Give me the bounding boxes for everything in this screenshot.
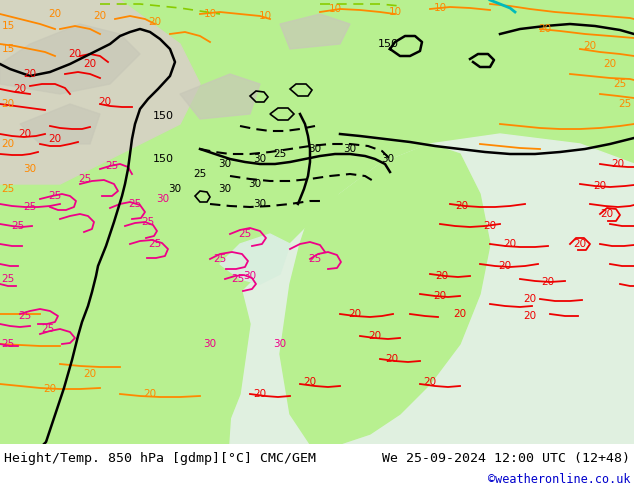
Text: 20: 20 — [48, 9, 61, 19]
Text: 20: 20 — [18, 129, 32, 139]
Text: 25: 25 — [1, 184, 15, 194]
Text: 20: 20 — [23, 69, 37, 79]
Text: 20: 20 — [600, 209, 614, 219]
Text: 20: 20 — [68, 49, 82, 59]
Text: Height/Temp. 850 hPa [gdmp][°C] CMC/GEM: Height/Temp. 850 hPa [gdmp][°C] CMC/GEM — [4, 452, 316, 465]
Text: 20: 20 — [1, 139, 15, 149]
Text: 25: 25 — [214, 254, 226, 264]
Text: 20: 20 — [573, 239, 586, 249]
Text: 20: 20 — [44, 384, 56, 394]
Polygon shape — [0, 0, 200, 184]
Text: 20: 20 — [498, 261, 512, 271]
Text: 30: 30 — [219, 159, 231, 169]
Text: 30: 30 — [254, 154, 266, 164]
Polygon shape — [140, 264, 250, 444]
Text: 30: 30 — [23, 164, 37, 174]
Text: 20: 20 — [583, 41, 597, 51]
Text: 20: 20 — [611, 159, 624, 169]
Text: 25: 25 — [11, 221, 25, 231]
Text: 20: 20 — [453, 309, 467, 319]
Text: 25: 25 — [613, 79, 626, 89]
Text: 20: 20 — [254, 389, 266, 399]
Text: 30: 30 — [204, 339, 217, 349]
Text: 30: 30 — [273, 339, 287, 349]
Polygon shape — [20, 104, 100, 144]
Text: 25: 25 — [1, 339, 15, 349]
Text: 25: 25 — [23, 202, 37, 212]
Text: 25: 25 — [141, 217, 155, 227]
Polygon shape — [0, 24, 140, 94]
Text: 25: 25 — [238, 229, 252, 239]
Polygon shape — [180, 74, 260, 119]
Text: 20: 20 — [385, 354, 399, 364]
Polygon shape — [280, 14, 350, 49]
Text: 20: 20 — [424, 377, 437, 387]
Text: 10: 10 — [204, 9, 217, 19]
Text: 20: 20 — [84, 59, 96, 69]
Text: 25: 25 — [308, 254, 321, 264]
Text: 20: 20 — [604, 59, 616, 69]
Text: 30: 30 — [344, 144, 356, 154]
Text: 20: 20 — [593, 181, 607, 191]
Text: 20: 20 — [304, 377, 316, 387]
Text: 10: 10 — [259, 11, 271, 21]
Text: 20: 20 — [148, 17, 162, 27]
Text: 25: 25 — [41, 324, 55, 334]
Text: 20: 20 — [13, 84, 27, 94]
Polygon shape — [280, 144, 490, 444]
Text: 20: 20 — [349, 309, 361, 319]
Text: 20: 20 — [503, 239, 517, 249]
Text: 30: 30 — [249, 179, 262, 189]
Text: 20: 20 — [524, 294, 536, 304]
Text: 10: 10 — [328, 4, 342, 14]
Text: 20: 20 — [84, 369, 96, 379]
Text: 150: 150 — [153, 111, 174, 121]
Text: 25: 25 — [48, 191, 61, 201]
Text: 20: 20 — [93, 11, 107, 21]
Text: 150: 150 — [377, 39, 399, 49]
Text: 15: 15 — [1, 44, 15, 54]
Text: 30: 30 — [219, 184, 231, 194]
Text: 30: 30 — [169, 184, 181, 194]
Text: 25: 25 — [618, 99, 631, 109]
Text: ©weatheronline.co.uk: ©weatheronline.co.uk — [488, 473, 630, 487]
Text: 20: 20 — [538, 24, 552, 34]
Text: 30: 30 — [243, 271, 257, 281]
Text: 20: 20 — [455, 201, 469, 211]
Text: 25: 25 — [1, 274, 15, 284]
Text: 150: 150 — [153, 154, 174, 164]
Text: 25: 25 — [128, 199, 141, 209]
Text: 20: 20 — [143, 389, 157, 399]
Text: 20: 20 — [1, 99, 15, 109]
Text: 20: 20 — [524, 311, 536, 321]
Text: 30: 30 — [157, 194, 169, 204]
Text: 25: 25 — [79, 174, 92, 184]
Text: We 25-09-2024 12:00 UTC (12+48): We 25-09-2024 12:00 UTC (12+48) — [382, 452, 630, 465]
Text: 30: 30 — [308, 144, 321, 154]
Polygon shape — [230, 134, 634, 444]
Text: 10: 10 — [434, 3, 446, 13]
Text: 25: 25 — [105, 161, 119, 171]
Text: 20: 20 — [434, 291, 446, 301]
Text: 25: 25 — [231, 274, 245, 284]
Text: 25: 25 — [18, 311, 32, 321]
Text: 20: 20 — [541, 277, 555, 287]
Text: 10: 10 — [389, 7, 401, 17]
Text: 30: 30 — [254, 199, 266, 209]
Text: 20: 20 — [98, 97, 112, 107]
Text: 20: 20 — [48, 134, 61, 144]
Text: 20: 20 — [484, 221, 496, 231]
Text: 25: 25 — [273, 149, 287, 159]
Text: 30: 30 — [382, 154, 394, 164]
Text: 20: 20 — [368, 331, 382, 341]
Text: 25: 25 — [193, 169, 207, 179]
Text: 15: 15 — [1, 21, 15, 31]
Text: 20: 20 — [436, 271, 449, 281]
Polygon shape — [220, 234, 290, 284]
Text: 25: 25 — [148, 239, 162, 249]
